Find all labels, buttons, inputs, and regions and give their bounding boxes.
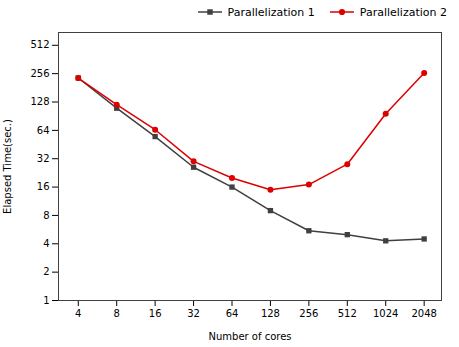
svg-text:512: 512 — [30, 39, 49, 50]
svg-text:32: 32 — [37, 153, 50, 164]
svg-text:64: 64 — [226, 308, 239, 319]
svg-text:128: 128 — [30, 96, 49, 107]
svg-text:4: 4 — [75, 308, 81, 319]
svg-text:Elapsed Time(sec.): Elapsed Time(sec.) — [2, 119, 13, 214]
svg-text:256: 256 — [30, 68, 49, 79]
svg-text:64: 64 — [37, 125, 50, 136]
svg-text:8: 8 — [43, 210, 49, 221]
svg-text:32: 32 — [187, 308, 200, 319]
svg-text:2: 2 — [43, 266, 49, 277]
svg-text:Number of cores: Number of cores — [208, 331, 291, 342]
html-text:Parallelization 2: Parallelization 2 — [359, 5, 447, 19]
html-text:Parallelization 1: Parallelization 1 — [227, 5, 315, 19]
svg-text:128: 128 — [261, 308, 280, 319]
svg-text:1024: 1024 — [373, 308, 398, 319]
svg-text:2048: 2048 — [411, 308, 436, 319]
svg-text:4: 4 — [43, 238, 49, 249]
svg-text:256: 256 — [299, 308, 318, 319]
svg-text:16: 16 — [37, 181, 50, 192]
svg-text:16: 16 — [149, 308, 162, 319]
svg-text:1: 1 — [43, 295, 49, 306]
svg-text:512: 512 — [338, 308, 357, 319]
svg-text:8: 8 — [114, 308, 120, 319]
